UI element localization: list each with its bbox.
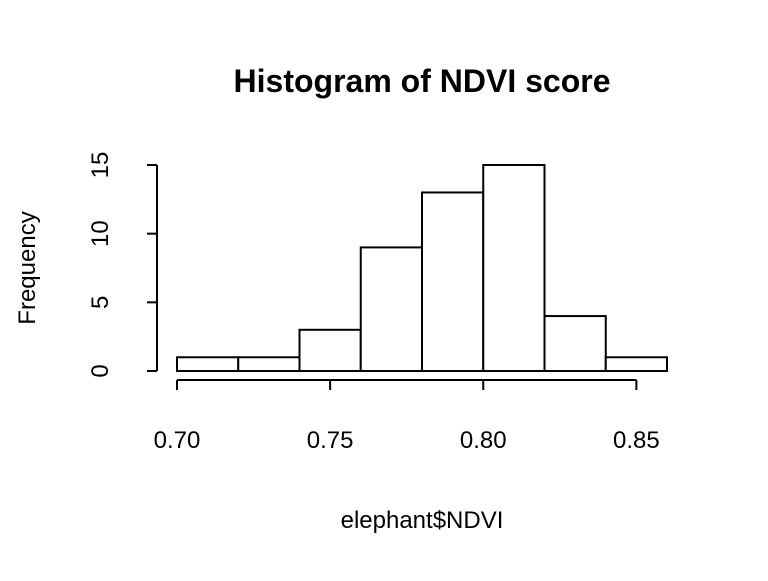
histogram-bar-3	[359, 246, 423, 372]
histogram-bar-0	[176, 356, 240, 372]
y-tick-label-3: 15	[87, 152, 114, 179]
x-tick-label-1: 0.75	[307, 427, 354, 454]
x-axis: 0.70 0.75 0.80 0.85	[154, 379, 660, 454]
x-tick-label-2: 0.80	[460, 427, 507, 454]
histogram-bar-6	[543, 315, 607, 373]
histogram-bar-1	[237, 356, 301, 372]
histogram-bar-2	[298, 328, 362, 372]
histogram-bar-5	[482, 164, 546, 372]
chart-title: Histogram of NDVI score	[234, 63, 611, 99]
y-tick-label-1: 5	[87, 296, 114, 309]
y-axis: 0 5 10 15	[87, 152, 158, 378]
histogram-bar-4	[421, 191, 485, 372]
bars-group	[176, 164, 668, 373]
y-axis-label: Frequency	[14, 211, 41, 324]
x-tick-label-3: 0.85	[613, 427, 660, 454]
histogram-bar-7	[604, 356, 668, 372]
x-axis-label: elephant$NDVI	[341, 507, 504, 534]
x-tick-label-0: 0.70	[154, 427, 201, 454]
y-tick-label-2: 10	[87, 220, 114, 247]
y-tick-label-0: 0	[87, 364, 114, 377]
